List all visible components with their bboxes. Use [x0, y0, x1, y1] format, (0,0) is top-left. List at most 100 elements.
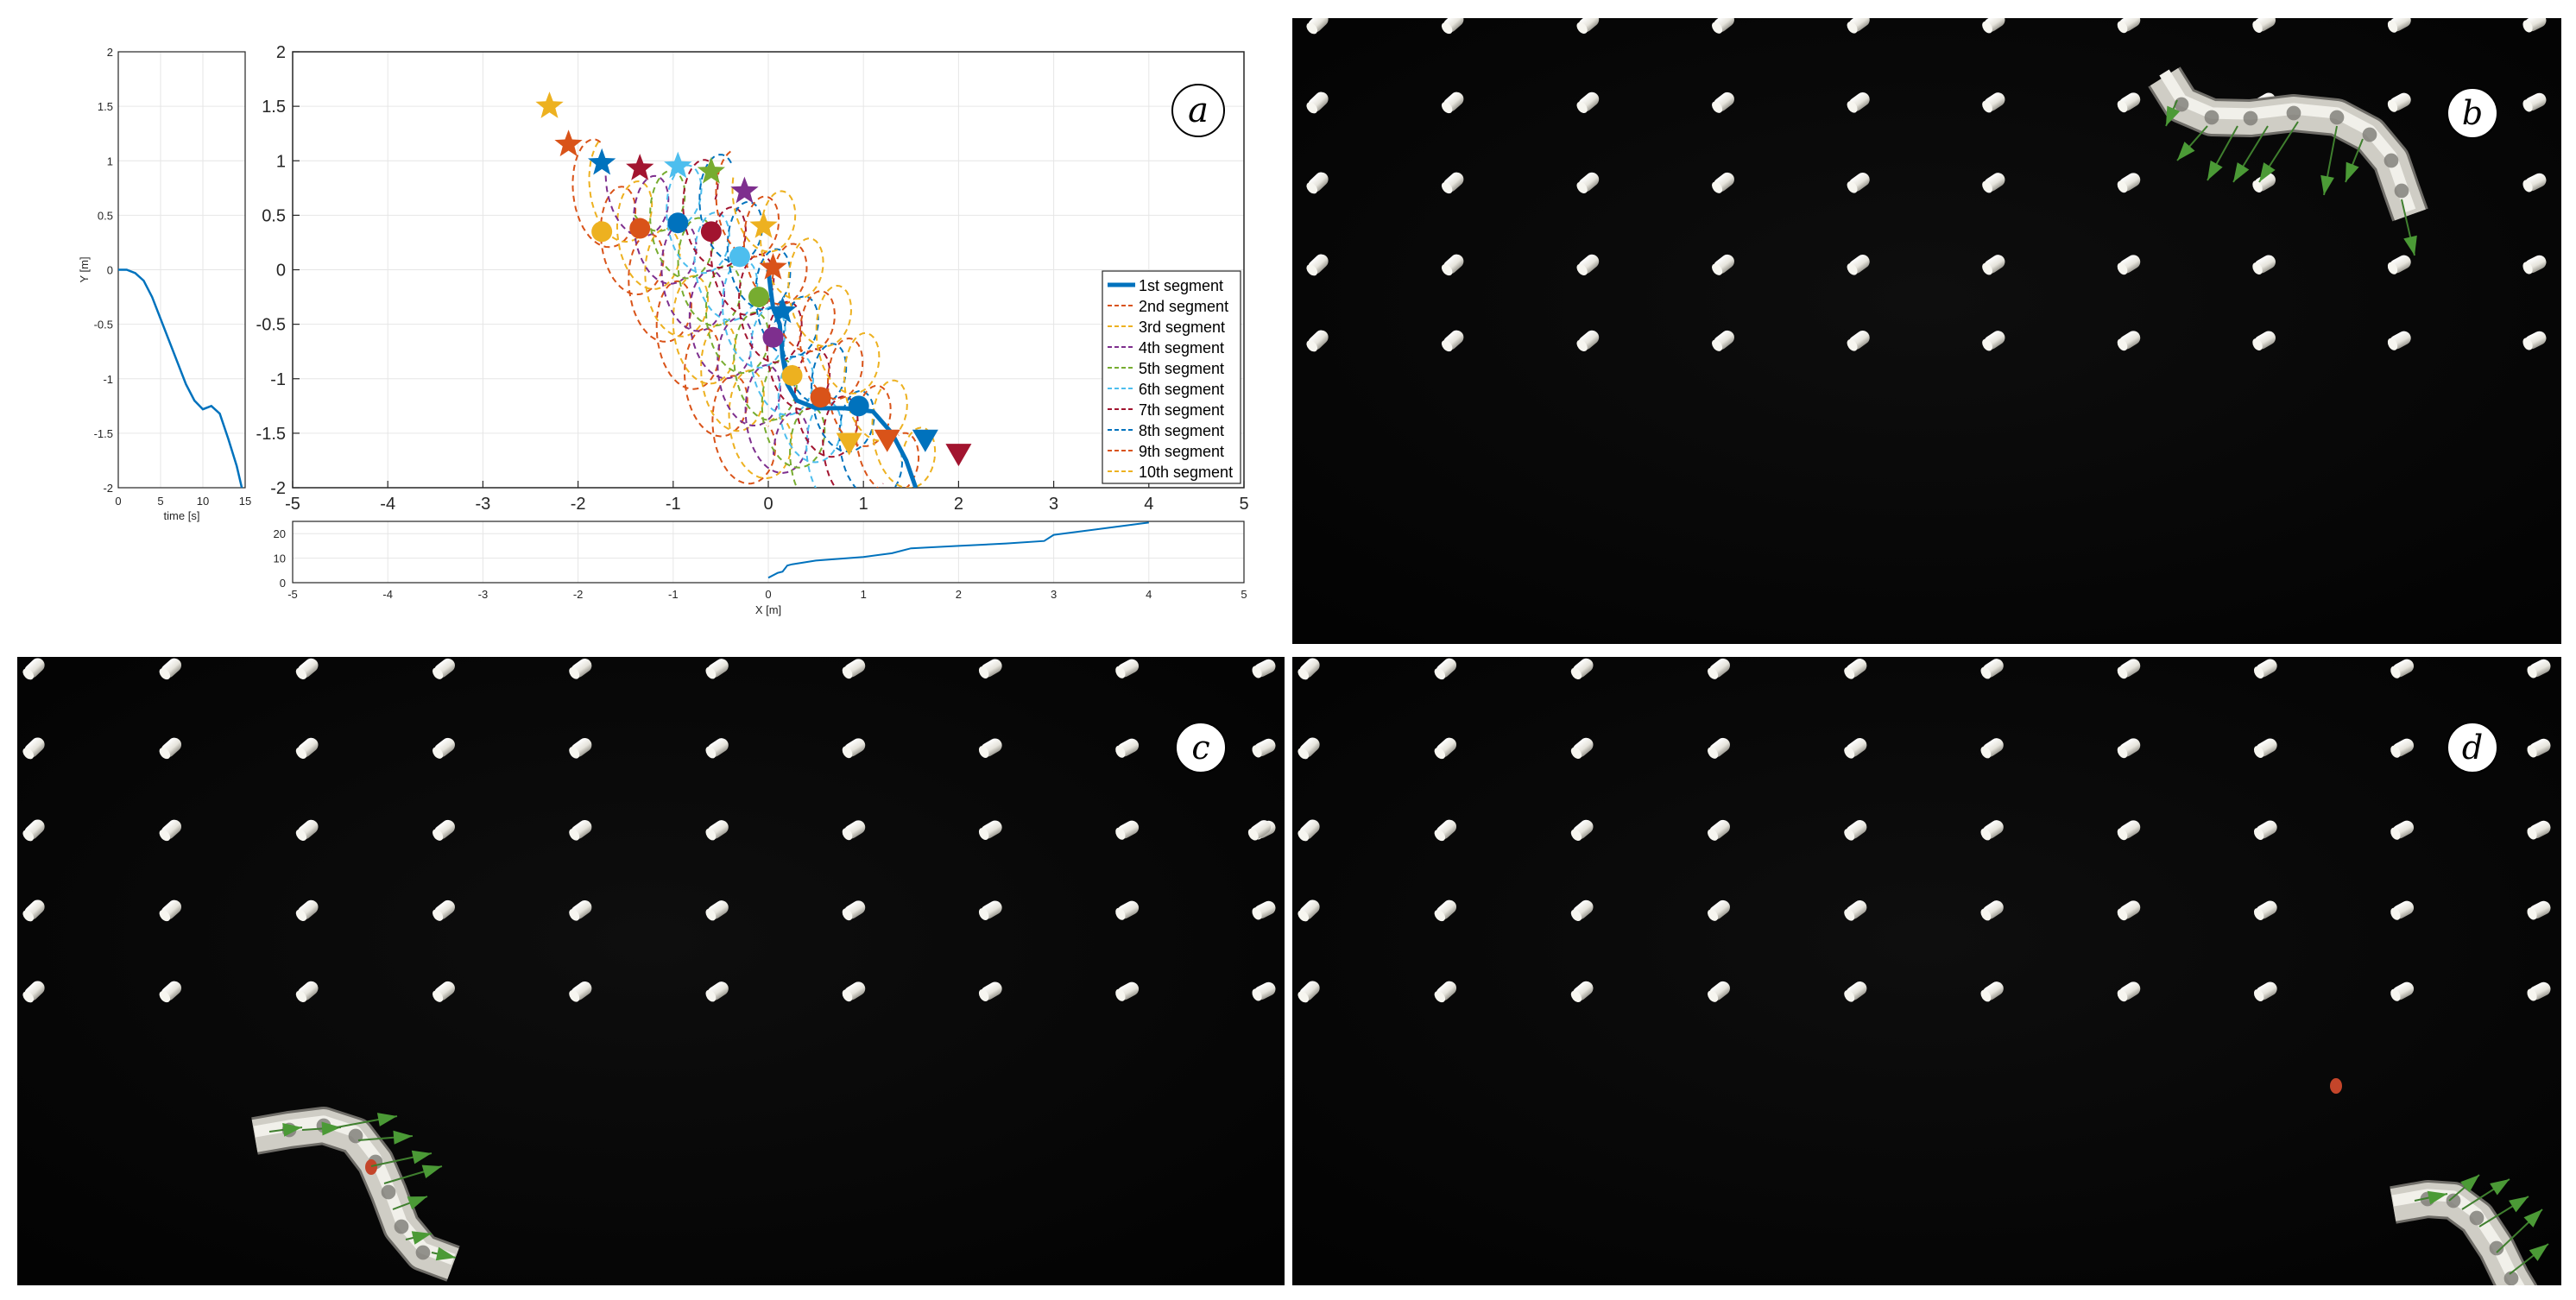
panel-b [1292, 18, 2561, 644]
force-vector-head [2320, 174, 2334, 195]
peg-cap [978, 989, 989, 1001]
peg-obstacle [569, 659, 592, 679]
segment-trajectory-8 [698, 154, 904, 488]
peg-cap [1306, 182, 1318, 194]
peg-obstacle [842, 659, 866, 679]
peg-obstacle [2117, 173, 2141, 193]
peg-cap [1982, 21, 1992, 34]
y-tick-label: 10 [274, 552, 286, 565]
peg-obstacle [1252, 981, 1276, 1001]
x-tick-label: 0 [763, 495, 773, 514]
peg-obstacle [1570, 981, 1594, 1002]
peg-obstacle [1297, 658, 1320, 680]
peg-cap [2527, 988, 2537, 1001]
peg-obstacle [2252, 18, 2276, 33]
peg-obstacle [2527, 738, 2551, 758]
peg-obstacle [842, 981, 866, 1002]
peg-obstacle [1306, 18, 1329, 35]
peg-cap [978, 908, 989, 920]
peg-obstacle [1712, 92, 1734, 113]
peg-cap [569, 829, 580, 841]
x-tick-label: -5 [285, 495, 300, 514]
peg-cap [1847, 101, 1858, 113]
peg-obstacle [1982, 331, 2005, 351]
peg-cap [842, 666, 853, 679]
peg-obstacle [22, 899, 45, 922]
peg-cap [22, 830, 35, 842]
force-vector-head [407, 1196, 427, 1210]
peg-obstacle [2527, 981, 2551, 1001]
peg-obstacle [432, 737, 455, 759]
peg-cap [432, 667, 444, 679]
peg-obstacle [1847, 18, 1870, 34]
peg-cap [1708, 747, 1719, 759]
peg-cap [1844, 909, 1855, 921]
y-tick-label: 1.5 [262, 98, 286, 117]
peg-obstacle [2253, 659, 2277, 678]
peg-cap [1982, 262, 1992, 275]
y-tick-label: 0 [280, 577, 286, 590]
peg-obstacle [2117, 738, 2141, 759]
peg-cap [1982, 100, 1992, 113]
peg-cap [1712, 263, 1723, 275]
panel-d-letter: d [2461, 729, 2484, 767]
force-vector-head [282, 1122, 302, 1137]
peg-cap [1115, 907, 1126, 920]
peg-obstacle [2387, 18, 2411, 33]
peg-cap [159, 748, 171, 760]
peg-cap [2522, 262, 2533, 275]
force-vector-head [411, 1231, 432, 1245]
y-tick-label: 2 [276, 43, 286, 62]
peg-obstacle [569, 738, 592, 759]
peg-obstacle [705, 820, 729, 841]
snake-joint [415, 1245, 431, 1260]
y-tick-label: 0.5 [262, 206, 286, 225]
peg-obstacle [2522, 18, 2547, 33]
snake-joint [2362, 127, 2377, 142]
segment-trajectory-3 [588, 141, 793, 480]
force-vector-head [376, 1113, 397, 1126]
peg-obstacle [2390, 659, 2415, 678]
simulation-view-b [1292, 18, 2561, 644]
force-vector-head [2207, 160, 2223, 180]
snake-joint [2469, 1210, 2484, 1226]
x-tick-label: 4 [1146, 588, 1152, 601]
peg-cap [705, 989, 717, 1002]
peg-obstacle [432, 899, 455, 921]
peg-cap [295, 747, 307, 759]
peg-cap [705, 746, 717, 759]
peg-obstacle [2527, 820, 2551, 840]
peg-cap [22, 991, 35, 1003]
peg-obstacle [1115, 820, 1140, 840]
legend-label: 3rd segment [1139, 319, 1225, 336]
star-marker [626, 154, 654, 180]
peg-cap [1115, 827, 1126, 840]
x-tick-label: 2 [956, 588, 962, 601]
peg-obstacle [569, 820, 592, 841]
peg-obstacle [705, 738, 729, 759]
force-vector-head [2529, 1244, 2548, 1261]
peg-obstacle [2117, 981, 2141, 1002]
star-marker [697, 156, 725, 184]
peg-cap [295, 829, 307, 841]
peg-obstacle [2522, 92, 2547, 112]
time-plot-ylabel: Y [m] [78, 256, 91, 282]
y-tick-label: 0 [107, 264, 113, 277]
peg-obstacle [1708, 981, 1730, 1002]
panel-c-letter: c [1191, 729, 1210, 767]
peg-obstacle [842, 738, 866, 759]
peg-obstacle [2117, 18, 2141, 34]
peg-obstacle [1844, 900, 1867, 921]
peg-cap [978, 666, 989, 678]
trajectory-figure: -5 -4 -3 -2 -1 0 1 2 3 4 5 2 1.5 1 0.5 0 -0.5 -1 -1.5 -2 1st… [78, 43, 1249, 616]
peg-obstacle [1434, 981, 1457, 1003]
peg-obstacle [1297, 737, 1320, 760]
peg-cap [1980, 746, 1992, 759]
legend-label: 5th segment [1139, 360, 1224, 377]
peg-cap [2117, 21, 2128, 34]
triangle-marker [912, 429, 938, 452]
peg-obstacle [1306, 92, 1329, 114]
peg-cap [1847, 22, 1858, 34]
snake-joint [2329, 110, 2345, 125]
circle-marker [848, 395, 869, 417]
